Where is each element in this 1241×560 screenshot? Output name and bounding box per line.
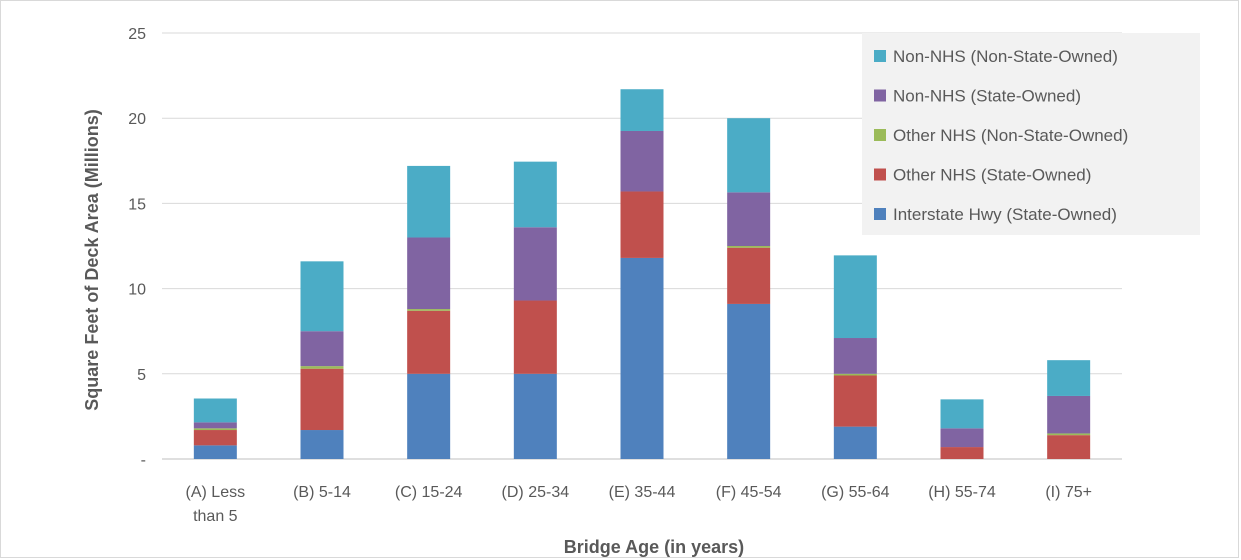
bar-segment [727,192,771,246]
bar-segment [407,310,451,374]
bar-segment [1047,360,1091,396]
x-axis-ticks: (A) Less than 5 (B) 5-14 (C) 15-24 (D) 25-34… [186,484,1092,525]
bar-segment [300,261,344,332]
bar-stack [1047,360,1091,459]
x-tick-label: (E) 35-44 [609,484,676,501]
x-tick-label: (A) Less than 5 [186,484,246,525]
bar-stack [620,89,664,459]
legend: Non-NHS (Non-State-Owned) Non-NHS (State-… [862,33,1200,235]
legend-item: Non-NHS (Non-State-Owned) [874,47,1118,66]
legend-swatch [874,168,886,181]
bar-segment [513,227,557,301]
bar-stack [727,118,771,459]
bar-segment [407,309,451,311]
y-tick-label: 25 [128,26,146,43]
bar-segment [300,366,344,369]
bar-segment [300,430,344,459]
legend-label: Non-NHS (State-Owned) [893,87,1081,106]
legend-item: Other NHS (State-Owned) [874,166,1091,185]
x-tick-label: (D) 25-34 [502,484,570,501]
bar-segment [727,303,771,459]
y-axis-ticks: - 5 10 15 20 25 [128,26,146,469]
legend-swatch [874,50,886,62]
bar-segment [620,257,664,459]
legend-box [862,33,1200,235]
bar-segment [193,445,237,459]
legend-swatch [874,129,886,141]
legend-swatch [874,89,886,102]
x-tick-label: (I) 75+ [1045,484,1092,501]
legend-label: Non-NHS (Non-State-Owned) [893,47,1118,66]
bar-stack [193,398,237,459]
y-tick-label: 5 [137,367,146,384]
bar-segment [407,373,451,459]
y-tick-label: 10 [128,282,146,299]
bar-stack [300,261,344,459]
y-tick-label: - [141,452,146,469]
bar-stack [940,399,984,459]
bar-segment [407,165,451,238]
y-axis-title: Square Feet of Deck Area (Millions) [82,109,102,410]
bar-segment [513,161,557,228]
x-axis-title: Bridge Age (in years) [564,537,744,557]
bar-segment [193,428,237,431]
legend-label: Interstate Hwy (State-Owned) [893,205,1117,224]
legend-item: Non-NHS (State-Owned) [874,87,1081,106]
bar-segment [1047,433,1091,436]
bar-segment [833,338,877,374]
bar-segment [940,399,984,429]
bar-segment [727,246,771,248]
bar-stack [833,255,877,459]
bar-segment [620,191,664,258]
x-tick-label: (H) 55-74 [928,484,996,501]
bar-stack [407,165,451,459]
bar-segment [513,300,557,374]
bar-segment [620,130,664,192]
legend-item: Other NHS (Non-State-Owned) [874,126,1128,145]
bar-segment [1047,395,1091,434]
bar-segment [407,237,451,310]
bar-segment [193,398,237,423]
bar-stack [513,161,557,459]
y-tick-label: 15 [128,196,146,213]
bar-segment [727,118,771,193]
bar-segment [1047,435,1091,459]
bar-segment [940,447,984,459]
bar-stacks [193,89,1091,459]
bar-segment [193,422,237,429]
bar-segment [513,373,557,459]
legend-item: Interstate Hwy (State-Owned) [874,205,1117,224]
x-tick-label: (G) 55-64 [821,484,890,501]
x-tick-label: (B) 5-14 [293,484,351,501]
bar-segment [940,428,984,448]
bar-segment [300,331,344,367]
legend-label: Other NHS (State-Owned) [893,166,1091,185]
bar-segment [300,368,344,431]
bar-segment [833,375,877,427]
bar-segment [727,247,771,304]
bar-segment [193,430,237,446]
legend-swatch [874,208,886,220]
legend-label: Other NHS (Non-State-Owned) [893,126,1128,145]
bar-segment [833,426,877,459]
bar-segment [833,373,877,376]
bar-segment [833,255,877,339]
x-tick-label: (F) 45-54 [716,484,782,501]
x-tick-label: (C) 15-24 [395,484,463,501]
bar-segment [620,89,664,131]
y-tick-label: 20 [128,111,146,128]
